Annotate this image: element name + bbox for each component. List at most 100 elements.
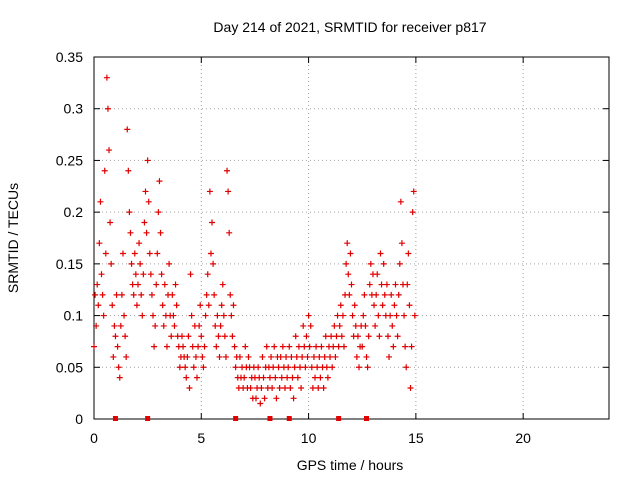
data-point bbox=[362, 322, 369, 329]
data-point bbox=[113, 291, 120, 298]
x-tick-label: 20 bbox=[515, 430, 531, 446]
data-point bbox=[403, 364, 410, 371]
data-point bbox=[176, 364, 183, 371]
data-point bbox=[134, 281, 141, 288]
data-point bbox=[330, 343, 337, 350]
data-point bbox=[159, 302, 166, 309]
data-point bbox=[231, 343, 238, 350]
data-point bbox=[173, 302, 180, 309]
data-point bbox=[205, 302, 212, 309]
data-point bbox=[388, 291, 395, 298]
data-point bbox=[130, 291, 137, 298]
data-point bbox=[304, 353, 311, 360]
data-point bbox=[221, 333, 228, 340]
data-point bbox=[125, 167, 132, 174]
data-point bbox=[102, 250, 109, 257]
data-point bbox=[108, 260, 115, 267]
data-gap-marker bbox=[145, 416, 151, 421]
data-point bbox=[402, 343, 409, 350]
data-point bbox=[96, 240, 103, 247]
data-point bbox=[245, 353, 252, 360]
data-point bbox=[379, 302, 386, 309]
data-point bbox=[291, 364, 298, 371]
data-point bbox=[272, 374, 279, 381]
data-point bbox=[230, 302, 237, 309]
data-point bbox=[200, 364, 207, 371]
data-point bbox=[189, 343, 196, 350]
data-point bbox=[381, 291, 388, 298]
data-point bbox=[353, 353, 360, 360]
data-point bbox=[324, 374, 331, 381]
data-point bbox=[229, 333, 236, 340]
data-point bbox=[380, 260, 387, 267]
data-point bbox=[328, 333, 335, 340]
data-point bbox=[128, 260, 135, 267]
data-point bbox=[190, 364, 197, 371]
data-point bbox=[404, 281, 411, 288]
data-point bbox=[151, 343, 158, 350]
data-point bbox=[218, 302, 225, 309]
data-point bbox=[242, 343, 249, 350]
data-point bbox=[123, 353, 130, 360]
gridlines bbox=[94, 57, 609, 419]
scatter-points bbox=[91, 74, 418, 407]
data-point bbox=[393, 312, 400, 319]
data-point bbox=[226, 229, 233, 236]
data-point bbox=[332, 353, 339, 360]
data-point bbox=[288, 353, 295, 360]
data-point bbox=[124, 126, 131, 133]
data-point bbox=[138, 291, 145, 298]
data-point bbox=[346, 291, 353, 298]
data-point bbox=[279, 343, 286, 350]
data-point bbox=[122, 333, 129, 340]
data-point bbox=[405, 250, 412, 257]
data-point bbox=[276, 384, 283, 391]
data-point bbox=[295, 343, 302, 350]
data-point bbox=[410, 188, 417, 195]
data-point bbox=[116, 374, 123, 381]
data-point bbox=[411, 312, 418, 319]
data-point bbox=[99, 291, 106, 298]
data-point bbox=[321, 353, 328, 360]
data-point bbox=[377, 250, 384, 257]
data-point bbox=[349, 312, 356, 319]
data-point bbox=[392, 281, 399, 288]
x-tick-label: 15 bbox=[408, 430, 424, 446]
x-axis-label: GPS time / hours bbox=[297, 457, 404, 473]
data-point bbox=[348, 281, 355, 288]
data-point bbox=[211, 291, 218, 298]
data-point bbox=[198, 333, 205, 340]
data-point bbox=[343, 260, 350, 267]
data-point bbox=[142, 188, 149, 195]
data-point bbox=[141, 219, 148, 226]
data-point bbox=[115, 364, 122, 371]
data-point bbox=[168, 333, 175, 340]
data-point bbox=[293, 353, 300, 360]
data-point bbox=[308, 364, 315, 371]
data-point bbox=[315, 384, 322, 391]
data-point bbox=[347, 250, 354, 257]
data-point bbox=[345, 271, 352, 278]
data-point bbox=[129, 281, 136, 288]
y-tick-label: 0.3 bbox=[64, 101, 84, 117]
data-point bbox=[232, 364, 239, 371]
data-point bbox=[335, 343, 342, 350]
data-point bbox=[180, 343, 187, 350]
y-tick-label: 0.35 bbox=[56, 49, 83, 65]
data-gap-marker bbox=[364, 416, 370, 421]
data-point bbox=[378, 281, 385, 288]
data-point bbox=[338, 333, 345, 340]
data-point bbox=[236, 353, 243, 360]
data-point bbox=[186, 384, 193, 391]
data-point bbox=[247, 384, 254, 391]
data-point bbox=[285, 364, 292, 371]
data-point bbox=[216, 353, 223, 360]
data-point bbox=[222, 353, 229, 360]
data-point bbox=[104, 105, 111, 112]
data-point bbox=[194, 374, 200, 381]
data-point bbox=[283, 353, 290, 360]
data-point bbox=[309, 384, 316, 391]
data-point bbox=[329, 364, 336, 371]
data-point bbox=[327, 353, 334, 360]
data-point bbox=[206, 188, 213, 195]
